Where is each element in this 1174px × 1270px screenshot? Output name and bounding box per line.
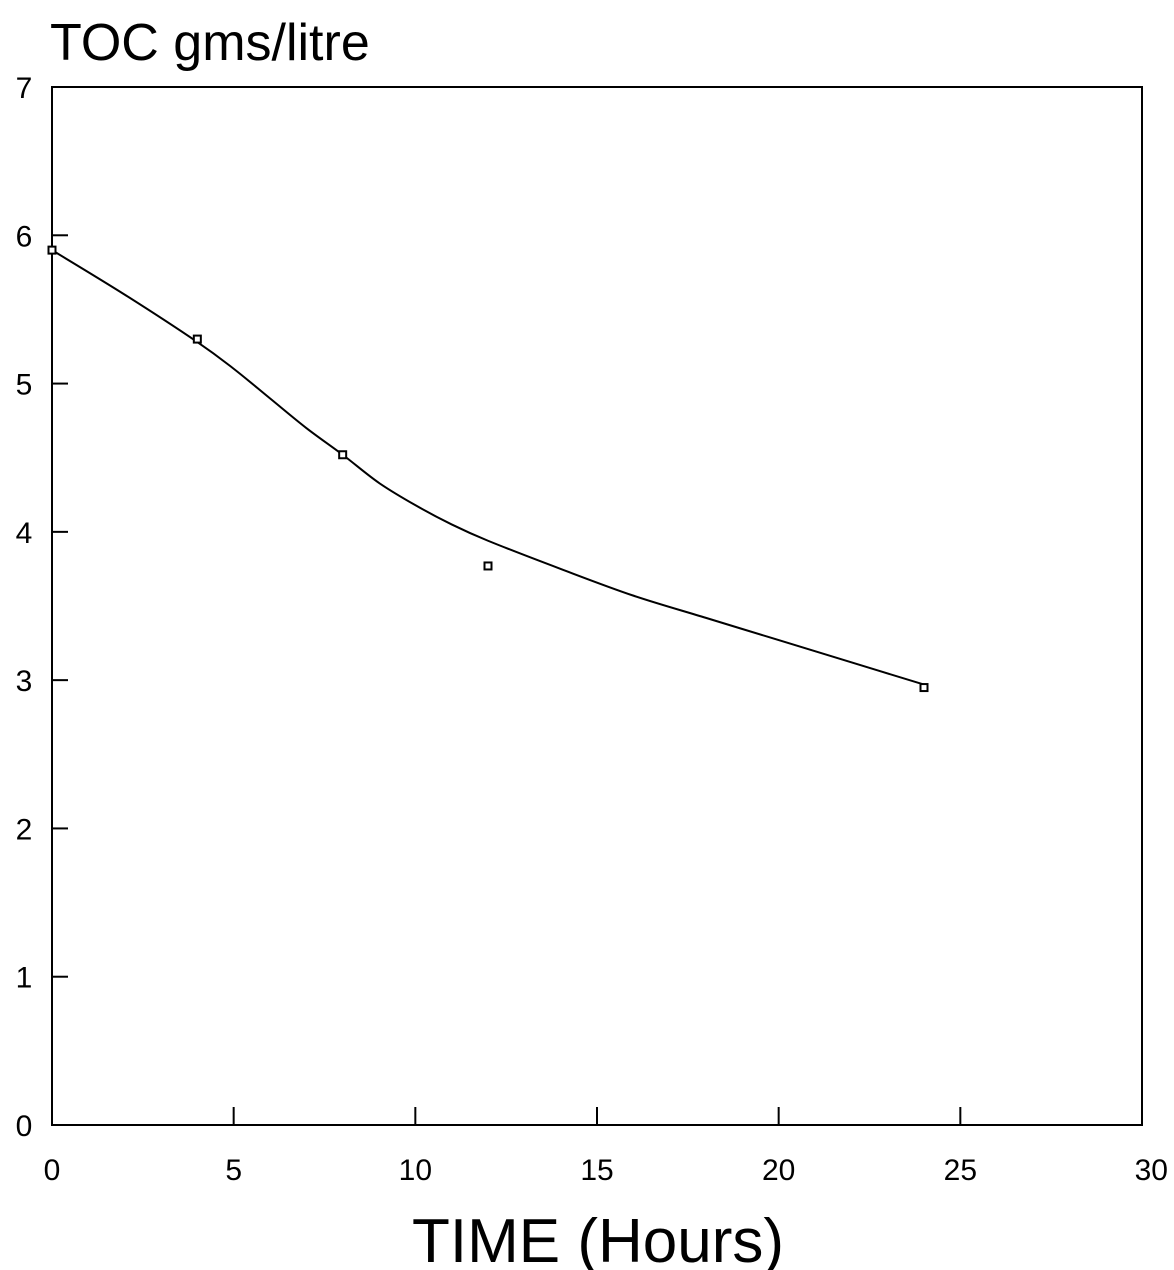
data-point-1: [192, 334, 202, 344]
data-point-4: [919, 683, 929, 693]
x-tick-label-0: 0: [44, 1154, 61, 1187]
x-axis-ticks: 0 5 10 15 20 25 30: [44, 1107, 1168, 1187]
y-tick-label-5: 5: [16, 369, 33, 402]
data-point-2: [338, 450, 348, 460]
fit-curve-layer: [51, 249, 925, 686]
x-axis-label: TIME (Hours): [412, 1207, 784, 1270]
y-axis-label: TOC gms/litre: [50, 14, 370, 72]
y-tick-label-1: 1: [16, 962, 33, 995]
y-tick-label-3: 3: [16, 665, 33, 698]
x-tick-label-1: 5: [225, 1154, 242, 1187]
y-tick-label-0: 0: [16, 1110, 33, 1143]
y-tick-label-7: 7: [16, 72, 33, 105]
fit-curve-line: [51, 249, 925, 686]
x-tick-label-3: 15: [580, 1154, 613, 1187]
x-tick-label-6: 30: [1135, 1154, 1168, 1187]
y-tick-label-2: 2: [16, 813, 33, 846]
y-tick-label-4: 4: [16, 517, 33, 550]
y-tick-label-6: 6: [16, 220, 33, 253]
plot-frame: [51, 86, 1143, 1126]
y-axis-ticks: 0 1 2 3 4 5 6 7: [16, 72, 68, 1143]
data-points-layer: [47, 245, 929, 693]
x-tick-label-4: 20: [762, 1154, 795, 1187]
x-tick-label-2: 10: [399, 1154, 432, 1187]
data-point-0: [47, 245, 57, 255]
data-point-3: [483, 561, 493, 571]
x-tick-label-5: 25: [944, 1154, 977, 1187]
